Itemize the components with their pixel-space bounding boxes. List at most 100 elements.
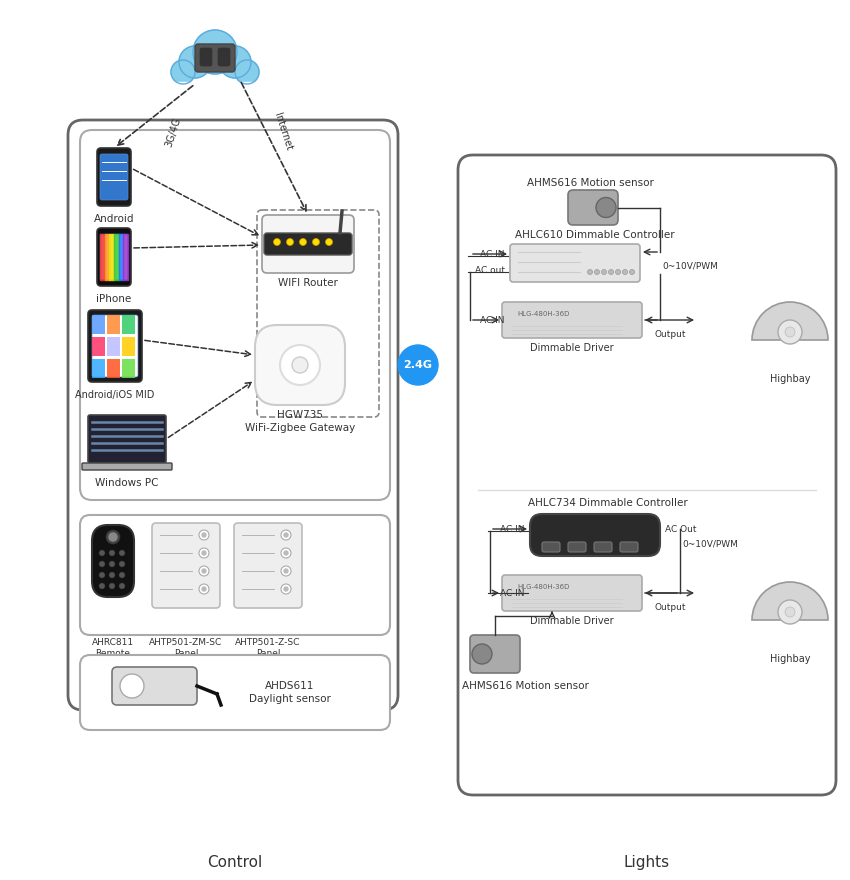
FancyBboxPatch shape xyxy=(218,48,230,66)
Circle shape xyxy=(109,572,115,578)
Circle shape xyxy=(630,269,634,275)
Circle shape xyxy=(109,550,115,556)
Circle shape xyxy=(202,551,206,555)
Text: Dimmable Driver: Dimmable Driver xyxy=(530,343,614,353)
Circle shape xyxy=(109,561,115,567)
Text: AHLC734 Dimmable Controller: AHLC734 Dimmable Controller xyxy=(528,498,688,508)
FancyBboxPatch shape xyxy=(100,234,128,280)
FancyBboxPatch shape xyxy=(92,315,138,377)
FancyBboxPatch shape xyxy=(264,233,352,255)
Text: Android: Android xyxy=(94,214,134,224)
Circle shape xyxy=(778,320,802,344)
Text: 0~10V/PWM: 0~10V/PWM xyxy=(682,539,738,548)
Bar xyxy=(92,359,105,378)
Circle shape xyxy=(281,548,291,558)
Circle shape xyxy=(202,569,206,573)
Circle shape xyxy=(284,587,288,591)
Circle shape xyxy=(202,533,206,537)
Text: AC out: AC out xyxy=(475,266,505,275)
FancyBboxPatch shape xyxy=(542,542,560,552)
Circle shape xyxy=(202,587,206,591)
Text: AC IN: AC IN xyxy=(480,250,505,259)
Text: Internet: Internet xyxy=(272,112,294,152)
Circle shape xyxy=(99,561,105,567)
Text: AC Out: AC Out xyxy=(665,524,696,533)
Wedge shape xyxy=(752,582,828,620)
Circle shape xyxy=(119,583,125,589)
Circle shape xyxy=(281,566,291,576)
Circle shape xyxy=(99,583,105,589)
FancyBboxPatch shape xyxy=(620,542,638,552)
Text: AC IN: AC IN xyxy=(480,316,505,325)
Circle shape xyxy=(622,269,627,275)
Circle shape xyxy=(99,550,105,556)
Circle shape xyxy=(109,583,115,589)
Circle shape xyxy=(472,644,492,664)
Text: Lights: Lights xyxy=(624,855,670,870)
Text: iPhone: iPhone xyxy=(96,294,132,304)
FancyBboxPatch shape xyxy=(88,415,166,463)
Circle shape xyxy=(199,548,209,558)
Circle shape xyxy=(120,674,144,698)
FancyBboxPatch shape xyxy=(470,635,520,673)
Circle shape xyxy=(199,530,209,540)
Bar xyxy=(122,337,135,356)
Circle shape xyxy=(281,584,291,594)
Bar xyxy=(107,315,120,334)
Circle shape xyxy=(594,269,599,275)
Text: HLG-480H-36D: HLG-480H-36D xyxy=(517,311,570,317)
Circle shape xyxy=(171,60,195,84)
FancyBboxPatch shape xyxy=(234,523,302,608)
FancyBboxPatch shape xyxy=(112,667,197,705)
Bar xyxy=(122,359,135,378)
Text: AHRC811
Remote: AHRC811 Remote xyxy=(92,638,134,658)
Text: Windows PC: Windows PC xyxy=(95,478,159,488)
FancyBboxPatch shape xyxy=(82,463,172,470)
FancyBboxPatch shape xyxy=(458,155,836,795)
Text: Output: Output xyxy=(654,603,686,612)
Circle shape xyxy=(313,238,320,246)
Circle shape xyxy=(119,550,125,556)
FancyBboxPatch shape xyxy=(92,525,134,597)
Circle shape xyxy=(99,572,105,578)
Text: AC IN: AC IN xyxy=(501,589,525,598)
Text: AHDS611
Daylight sensor: AHDS611 Daylight sensor xyxy=(249,681,331,704)
Text: 3G/4G: 3G/4G xyxy=(163,116,183,148)
Text: HLG-480H-36D: HLG-480H-36D xyxy=(517,584,570,590)
Text: WIFI Router: WIFI Router xyxy=(278,278,338,288)
Circle shape xyxy=(785,327,795,337)
FancyBboxPatch shape xyxy=(152,523,220,608)
FancyBboxPatch shape xyxy=(502,575,642,611)
Text: AHTP501-ZM-SC
Panel: AHTP501-ZM-SC Panel xyxy=(150,638,223,658)
Circle shape xyxy=(785,607,795,617)
Text: HGW735
WiFi-Zigbee Gateway: HGW735 WiFi-Zigbee Gateway xyxy=(245,410,355,433)
Text: AHMS616 Motion sensor: AHMS616 Motion sensor xyxy=(462,681,588,691)
Circle shape xyxy=(596,197,616,217)
Circle shape xyxy=(219,46,251,78)
Text: Android/iOS MID: Android/iOS MID xyxy=(76,390,155,400)
Circle shape xyxy=(299,238,307,246)
Bar xyxy=(92,337,105,356)
Text: 0~10V/PWM: 0~10V/PWM xyxy=(662,261,718,270)
Text: AHMS616 Motion sensor: AHMS616 Motion sensor xyxy=(526,178,654,188)
Text: Highbay: Highbay xyxy=(770,374,810,384)
Circle shape xyxy=(179,46,211,78)
FancyBboxPatch shape xyxy=(255,325,345,405)
Circle shape xyxy=(280,345,320,385)
FancyBboxPatch shape xyxy=(68,120,398,710)
Text: AHLC610 Dimmable Controller: AHLC610 Dimmable Controller xyxy=(515,230,675,240)
FancyBboxPatch shape xyxy=(195,44,235,72)
FancyBboxPatch shape xyxy=(502,302,642,338)
FancyBboxPatch shape xyxy=(80,130,390,500)
Circle shape xyxy=(609,269,614,275)
FancyBboxPatch shape xyxy=(200,48,212,66)
Circle shape xyxy=(602,269,607,275)
FancyBboxPatch shape xyxy=(530,514,660,556)
FancyBboxPatch shape xyxy=(262,215,354,273)
Bar xyxy=(107,337,120,356)
FancyBboxPatch shape xyxy=(568,542,586,552)
Wedge shape xyxy=(752,302,828,340)
Circle shape xyxy=(587,269,592,275)
Circle shape xyxy=(119,561,125,567)
FancyBboxPatch shape xyxy=(97,148,131,206)
